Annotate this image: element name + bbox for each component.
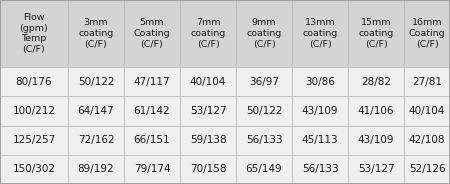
Bar <box>236 125 292 155</box>
Text: Flow
(gpm)
Temp
(C/F): Flow (gpm) Temp (C/F) <box>20 13 48 54</box>
Text: 30/86: 30/86 <box>305 77 335 87</box>
Bar <box>236 67 292 96</box>
Text: 15mm
coating
(C/F): 15mm coating (C/F) <box>359 18 394 49</box>
Bar <box>236 155 292 184</box>
Text: 40/104: 40/104 <box>190 77 226 87</box>
Text: 56/133: 56/133 <box>246 135 282 145</box>
Bar <box>292 155 348 184</box>
Bar <box>68 125 124 155</box>
Text: 28/82: 28/82 <box>361 77 391 87</box>
Bar <box>292 125 348 155</box>
Text: 59/138: 59/138 <box>190 135 226 145</box>
Bar <box>348 0 404 67</box>
Bar <box>68 155 124 184</box>
Text: 9mm
coating
(C/F): 9mm coating (C/F) <box>247 18 282 49</box>
Text: 66/151: 66/151 <box>134 135 170 145</box>
Bar <box>180 67 236 96</box>
Text: 43/109: 43/109 <box>358 135 394 145</box>
Bar <box>0 155 68 184</box>
Bar <box>124 96 180 125</box>
Bar <box>180 96 236 125</box>
Text: 53/127: 53/127 <box>190 106 226 116</box>
Text: 125/257: 125/257 <box>12 135 56 145</box>
Text: 16mm
Coating
(C/F): 16mm Coating (C/F) <box>409 18 446 49</box>
Text: 56/133: 56/133 <box>302 164 338 174</box>
Bar <box>404 155 450 184</box>
Text: 3mm
coating
(C/F): 3mm coating (C/F) <box>78 18 113 49</box>
Text: 70/158: 70/158 <box>190 164 226 174</box>
Bar <box>124 67 180 96</box>
Bar <box>348 67 404 96</box>
Text: 53/127: 53/127 <box>358 164 394 174</box>
Bar <box>124 155 180 184</box>
Text: 100/212: 100/212 <box>13 106 55 116</box>
Bar <box>348 125 404 155</box>
Bar <box>404 67 450 96</box>
Bar <box>180 0 236 67</box>
Bar <box>404 96 450 125</box>
Bar <box>404 0 450 67</box>
Text: 50/122: 50/122 <box>246 106 282 116</box>
Bar <box>236 96 292 125</box>
Bar <box>68 67 124 96</box>
Bar <box>124 0 180 67</box>
Text: 36/97: 36/97 <box>249 77 279 87</box>
Bar <box>348 96 404 125</box>
Text: 64/147: 64/147 <box>78 106 114 116</box>
Bar <box>180 125 236 155</box>
Bar <box>0 96 68 125</box>
Text: 40/104: 40/104 <box>409 106 445 116</box>
Text: 5mm
Coating
(C/F): 5mm Coating (C/F) <box>134 18 170 49</box>
Text: 45/113: 45/113 <box>302 135 338 145</box>
Bar <box>348 155 404 184</box>
Text: 150/302: 150/302 <box>13 164 55 174</box>
Text: 89/192: 89/192 <box>78 164 114 174</box>
Bar <box>292 67 348 96</box>
Bar <box>404 125 450 155</box>
Text: 61/142: 61/142 <box>134 106 170 116</box>
Bar <box>0 0 68 67</box>
Text: 80/176: 80/176 <box>16 77 52 87</box>
Bar <box>68 96 124 125</box>
Bar <box>124 125 180 155</box>
Text: 13mm
coating
(C/F): 13mm coating (C/F) <box>302 18 338 49</box>
Text: 79/174: 79/174 <box>134 164 170 174</box>
Text: 65/149: 65/149 <box>246 164 282 174</box>
Bar <box>68 0 124 67</box>
Text: 7mm
coating
(C/F): 7mm coating (C/F) <box>190 18 225 49</box>
Text: 50/122: 50/122 <box>78 77 114 87</box>
Text: 72/162: 72/162 <box>78 135 114 145</box>
Bar <box>292 0 348 67</box>
Bar <box>0 125 68 155</box>
Bar <box>180 155 236 184</box>
Text: 27/81: 27/81 <box>412 77 442 87</box>
Bar <box>236 0 292 67</box>
Text: 43/109: 43/109 <box>302 106 338 116</box>
Bar <box>0 67 68 96</box>
Bar <box>292 96 348 125</box>
Text: 47/117: 47/117 <box>134 77 170 87</box>
Text: 52/126: 52/126 <box>409 164 446 174</box>
Text: 41/106: 41/106 <box>358 106 394 116</box>
Text: 42/108: 42/108 <box>409 135 446 145</box>
